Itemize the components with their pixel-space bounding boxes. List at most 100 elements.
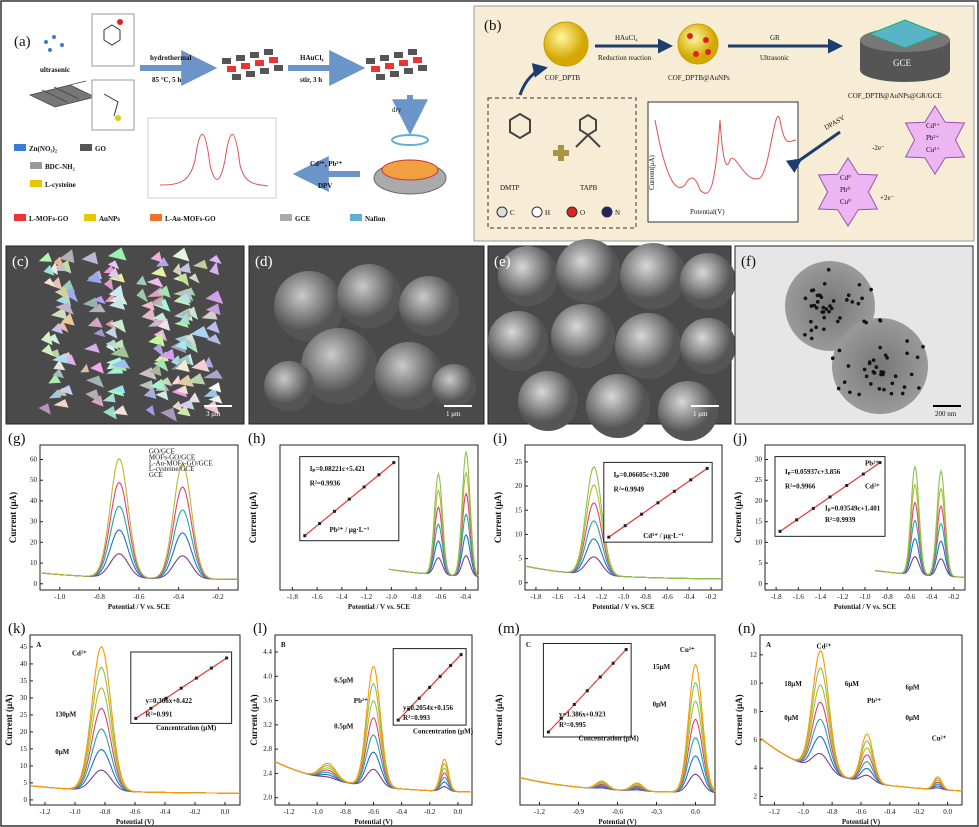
inset-point	[303, 534, 307, 538]
annotation: R²=0.9939	[825, 516, 856, 524]
x-tick-label: -1.0	[312, 808, 324, 816]
au-dot	[909, 372, 914, 377]
annotation: Iₚ=0.05937c+3.856	[785, 468, 841, 476]
x-tick-label: -0.6	[133, 593, 145, 601]
legend-label: GO	[95, 145, 106, 153]
y-axis-label: Current (μA)	[248, 492, 258, 543]
crystal	[40, 331, 53, 346]
crystal	[145, 405, 155, 417]
crystal	[87, 317, 103, 328]
au-dot	[871, 358, 876, 363]
legend-swatch	[280, 214, 292, 221]
curve	[274, 665, 472, 793]
crystal	[190, 326, 210, 339]
crystal	[141, 307, 156, 322]
y-tick-label: 30	[30, 518, 38, 526]
crystal	[50, 276, 63, 290]
x-tick-label: -0.2	[913, 808, 925, 816]
x-tick-label: -1.8	[530, 593, 542, 601]
inset-point	[607, 535, 611, 539]
inset-point	[656, 501, 660, 505]
dpv-curve	[159, 134, 269, 187]
particle	[432, 364, 476, 408]
legend-label: O	[580, 209, 585, 217]
crystal	[43, 264, 55, 276]
au-dot	[915, 355, 920, 360]
x-tick-label: -1.2	[39, 808, 51, 816]
crystal	[160, 407, 177, 422]
panel-label: (b)	[484, 18, 502, 34]
annotation: 18μM	[784, 680, 802, 688]
y-tick-label: 5	[24, 779, 28, 787]
inset-point	[459, 653, 463, 657]
crystal	[56, 321, 69, 333]
mof-unit	[380, 55, 389, 61]
x-tick-label: -0.8	[411, 593, 423, 601]
crystal	[191, 358, 210, 373]
panel-label: (i)	[493, 431, 507, 447]
axis-label: Potential(V)	[690, 208, 725, 216]
text: HAuCl₄	[300, 54, 324, 62]
y-tick-label: 4	[754, 764, 758, 772]
legend-swatch	[84, 214, 96, 221]
x-tick-label: -0.2	[189, 808, 201, 816]
crystal	[136, 288, 149, 303]
text: Ultrasonic	[760, 54, 789, 62]
x-tick-label: -1.2	[284, 808, 296, 816]
x-tick-label: -0.8	[94, 593, 106, 601]
inset-point	[318, 522, 322, 526]
mof-unit	[236, 55, 245, 61]
x-tick-label: -0.6	[368, 808, 380, 816]
text: 85 °C, 5 h	[152, 76, 181, 84]
x-axis-label: Potential (V)	[354, 818, 393, 826]
y-tick-label: 0	[759, 580, 763, 588]
crystal	[48, 388, 62, 399]
inset-point	[623, 524, 627, 528]
micrograph	[5, 245, 245, 425]
x-tick-label: -1.0	[69, 808, 81, 816]
crystal	[208, 382, 222, 393]
crystal	[108, 297, 126, 310]
y-tick-label: 2.0	[263, 794, 272, 802]
x-tick-label: -1.2	[361, 593, 373, 601]
crystal	[110, 346, 130, 358]
legend-label: BDC-NH₂	[45, 163, 75, 171]
mof-unit	[366, 58, 375, 64]
crystal	[177, 262, 191, 274]
annotation: 6.5μM	[334, 677, 354, 685]
text: ultrasonic	[40, 66, 70, 74]
y-tick-label: 20	[20, 728, 28, 736]
y-tick-label: 5	[759, 559, 763, 567]
annotation: 0μM	[905, 714, 919, 722]
au-dot	[860, 296, 864, 301]
crystal	[84, 343, 100, 353]
y-tick-label: 15	[755, 518, 763, 526]
inset-point	[194, 676, 198, 680]
y-tick-label: 2.4	[263, 769, 272, 777]
x-tick-label: 0.0	[454, 808, 463, 816]
legend-label: C	[510, 209, 515, 217]
text: COF_DPTB@AuNPs@GR/GCE	[848, 92, 942, 100]
au-dot	[814, 305, 819, 310]
inset-plot	[147, 117, 277, 199]
annotation: Pb²⁺	[354, 697, 368, 705]
x-tick-label: -0.2	[948, 593, 960, 601]
curve	[39, 458, 238, 580]
crystal	[90, 362, 104, 374]
panel-a: (a) ultrasonic hydrothermal 85 °C, 5 h H…	[14, 13, 447, 223]
panel-b: (b) COF_DPTB HAuCl₄ Reduction reaction C…	[473, 5, 975, 242]
mof-sheet	[222, 49, 427, 80]
inset-point	[225, 656, 229, 660]
curve	[524, 466, 722, 580]
annotation: 6μM	[845, 680, 859, 688]
au-dot	[869, 287, 873, 292]
go-sheet	[28, 80, 97, 108]
crystal	[185, 333, 197, 347]
y-tick-label: 30	[20, 694, 28, 702]
annotation: y=1.386x+0.923	[559, 711, 606, 719]
au-dot	[814, 325, 818, 330]
y-tick-label: 10	[755, 538, 763, 546]
au-dot	[877, 386, 882, 391]
au-dot	[818, 293, 822, 297]
